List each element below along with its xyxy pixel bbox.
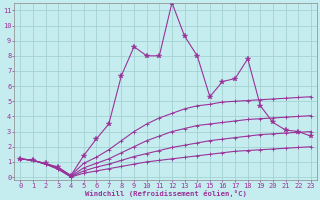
X-axis label: Windchill (Refroidissement éolien,°C): Windchill (Refroidissement éolien,°C) (85, 190, 247, 197)
